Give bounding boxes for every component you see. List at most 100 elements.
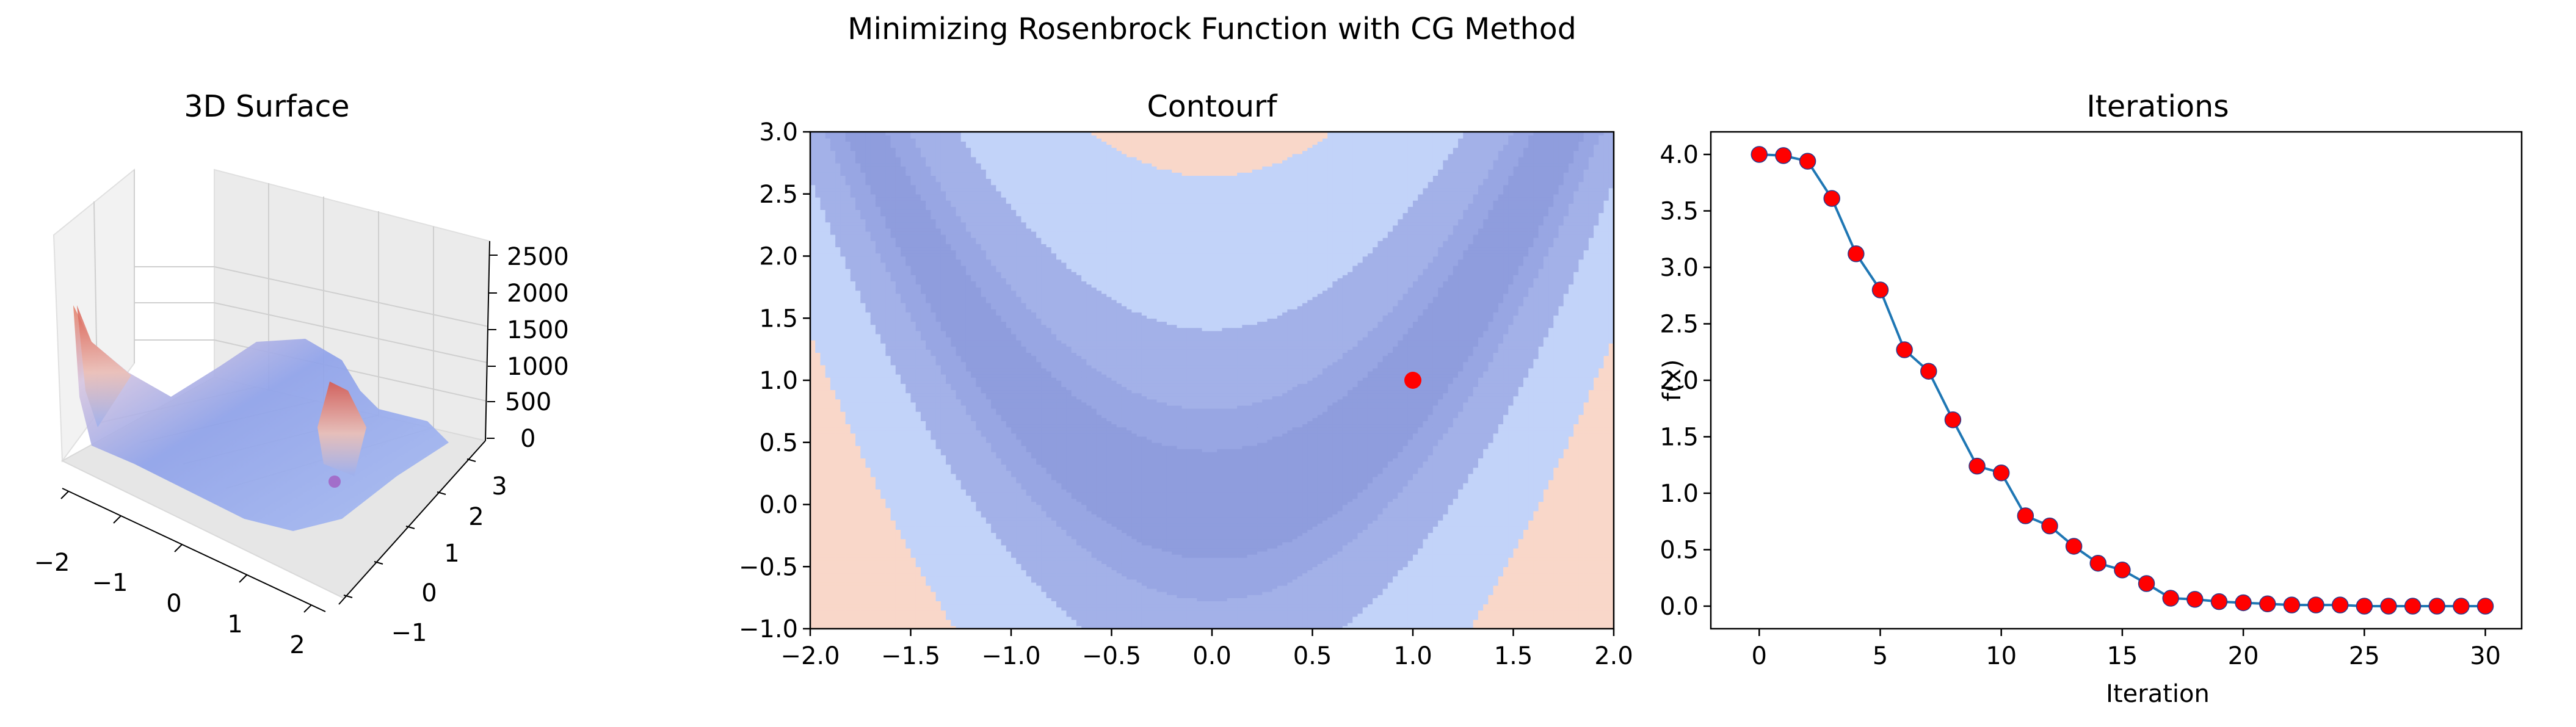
contour-cell — [825, 340, 831, 344]
contour-cell — [951, 200, 956, 204]
contour-cell — [851, 573, 856, 576]
contour-cell — [911, 526, 916, 530]
contour-cell — [810, 405, 816, 409]
contour-cell — [885, 595, 891, 598]
contour-cell — [901, 237, 906, 241]
contour-cell — [851, 529, 856, 533]
contour-cell — [936, 617, 942, 620]
contour-cell — [911, 380, 916, 384]
contour-cell — [896, 269, 901, 272]
contour-cell — [865, 184, 871, 188]
contour-cell — [926, 548, 931, 552]
contour-cell — [880, 430, 886, 433]
contour-cell — [825, 324, 831, 328]
contour-cell — [961, 203, 967, 207]
contour-cell — [846, 551, 851, 555]
contour-cell — [855, 570, 861, 573]
contour-cell — [961, 389, 967, 393]
contour-cell — [891, 601, 896, 604]
contour-cell — [810, 358, 816, 362]
contour-cell — [855, 253, 861, 256]
contour-cell — [840, 206, 846, 210]
contour-cell — [871, 498, 876, 502]
contour-cell — [941, 505, 946, 508]
contour-cell — [830, 312, 836, 316]
contour-cell — [871, 598, 876, 601]
contour-cell — [961, 467, 967, 471]
contour-cell — [830, 352, 836, 356]
contour-cell — [876, 486, 881, 490]
contour-cell — [851, 225, 856, 229]
contour-cell — [846, 172, 851, 176]
contour-cell — [830, 505, 836, 508]
contour-cell — [815, 247, 821, 250]
contour-cell — [901, 439, 906, 443]
contour-cell — [840, 604, 846, 607]
contour-cell — [926, 554, 931, 558]
contour-cell — [926, 523, 931, 527]
contour-cell — [835, 318, 841, 322]
contour-cell — [956, 508, 962, 512]
contour-cell — [825, 402, 831, 406]
contour-cell — [956, 138, 962, 142]
contour-cell — [961, 215, 967, 219]
contour-cell — [876, 281, 881, 284]
contour-cell — [896, 188, 901, 192]
contour-cell — [921, 312, 926, 316]
contour-cell — [825, 374, 831, 378]
contour-cell — [931, 374, 936, 378]
contour-cell — [905, 458, 911, 461]
contour-cell — [891, 411, 896, 415]
contour-cell — [825, 399, 831, 403]
contour-cell — [810, 585, 816, 589]
contour-cell — [901, 520, 906, 524]
contour-cell — [876, 315, 881, 319]
contour-cell — [911, 212, 916, 216]
contour-cell — [941, 548, 946, 552]
contour-cell — [891, 613, 896, 617]
contour-cell — [835, 178, 841, 182]
contour-cell — [956, 601, 962, 604]
contour-cell — [851, 514, 856, 518]
contour-cell — [891, 306, 896, 309]
contour-cell — [840, 157, 846, 161]
contour-cell — [896, 585, 901, 589]
contour-cell — [855, 551, 861, 555]
contour-cell — [810, 371, 816, 375]
contour-cell — [916, 508, 921, 512]
contour-cell — [810, 430, 816, 433]
contour-cell — [946, 380, 951, 384]
contour-cell — [860, 570, 866, 573]
contour-cell — [855, 349, 861, 353]
contour-cell — [846, 480, 851, 483]
contour-cell — [931, 542, 936, 546]
contour-cell — [941, 399, 946, 403]
contour-cell — [871, 181, 876, 185]
contour-cell — [921, 508, 926, 512]
contour-cell — [951, 383, 956, 387]
contour-cell — [921, 303, 926, 306]
contour-cell — [931, 480, 936, 483]
contour-cell — [891, 548, 896, 552]
contour-cell — [896, 418, 901, 421]
contour-cell — [835, 166, 841, 170]
contour-cell — [835, 144, 841, 148]
contour-cell — [921, 138, 926, 142]
contour-cell — [815, 349, 821, 353]
contour-cell — [961, 610, 967, 613]
contour-cell — [810, 328, 816, 331]
contour-cell — [880, 464, 886, 468]
contour-cell — [916, 138, 921, 142]
contour-cell — [951, 318, 956, 322]
contour-cell — [961, 340, 967, 344]
contour-cell — [876, 523, 881, 527]
contour-cell — [896, 315, 901, 319]
contour-cell — [916, 563, 921, 567]
contour-cell — [901, 141, 906, 145]
contour-cell — [896, 284, 901, 288]
contour-cell — [871, 386, 876, 390]
contour-cell — [911, 206, 916, 210]
contour-cell — [846, 306, 851, 309]
contour-cell — [916, 297, 921, 300]
contour-cell — [901, 579, 906, 583]
